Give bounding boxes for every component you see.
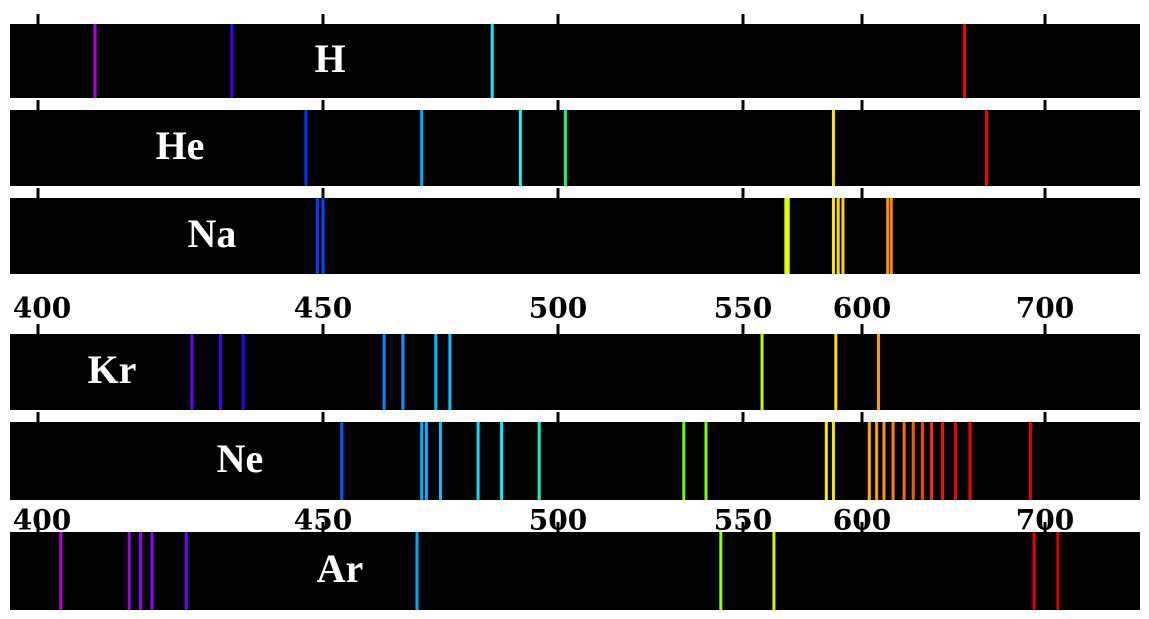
emission-line <box>448 334 451 410</box>
emission-line <box>519 110 522 186</box>
emission-line <box>94 24 97 98</box>
emission-line <box>219 334 222 410</box>
emission-line <box>941 422 944 500</box>
spectra-chart: 400450500550600700400450500550600700HHeN… <box>0 0 1149 619</box>
emission-line <box>877 334 880 410</box>
emission-line <box>761 334 764 410</box>
spectrum-strip <box>10 532 1140 610</box>
emission-line <box>841 198 844 274</box>
emission-line <box>383 334 386 410</box>
emission-line <box>875 422 878 500</box>
emission-line <box>538 422 541 500</box>
emission-line <box>921 422 924 500</box>
emission-line <box>139 532 142 610</box>
element-label: Kr <box>88 347 137 392</box>
emission-line <box>837 198 840 274</box>
element-label: Ne <box>217 436 264 481</box>
emission-line <box>185 532 188 610</box>
emission-line <box>128 532 131 610</box>
emission-line <box>59 532 62 610</box>
emission-line <box>886 198 889 274</box>
emission-line <box>304 110 307 186</box>
emission-line <box>500 422 503 500</box>
emission-line <box>434 334 437 410</box>
spectrum-strip <box>10 198 1140 274</box>
emission-line <box>787 198 790 274</box>
element-label: Na <box>188 211 237 256</box>
emission-line <box>439 422 442 500</box>
element-label: Ar <box>317 546 364 591</box>
x-tick-label: 450 <box>294 292 352 325</box>
emission-line <box>425 422 428 500</box>
emission-line <box>420 110 423 186</box>
emission-line <box>705 422 708 500</box>
emission-line <box>151 532 154 610</box>
emission-line <box>912 422 915 500</box>
emission-line <box>834 334 837 410</box>
element-label: He <box>156 123 205 168</box>
emission-line <box>564 110 567 186</box>
emission-line <box>892 422 895 500</box>
emission-line <box>491 24 494 98</box>
emission-line <box>882 422 885 500</box>
emission-line <box>477 422 480 500</box>
emission-line <box>825 422 828 500</box>
spectrum-strip <box>10 334 1140 410</box>
emission-line <box>968 422 971 500</box>
x-tick-label: 400 <box>13 504 71 537</box>
emission-line <box>682 422 685 500</box>
emission-line <box>985 110 988 186</box>
emission-line <box>1033 532 1036 610</box>
emission-line <box>401 334 404 410</box>
x-tick-label: 700 <box>1016 292 1074 325</box>
emission-line <box>719 532 722 610</box>
emission-line <box>832 198 835 274</box>
emission-line <box>868 422 871 500</box>
emission-line <box>340 422 343 500</box>
spectrum-strip <box>10 24 1140 98</box>
emission-line <box>832 422 835 500</box>
emission-line <box>322 198 325 274</box>
emission-line <box>903 422 906 500</box>
x-tick-label: 600 <box>833 292 891 325</box>
emission-line <box>1029 422 1032 500</box>
emission-line <box>963 24 966 98</box>
emission-line <box>954 422 957 500</box>
x-tick-label: 550 <box>714 292 772 325</box>
element-label: H <box>314 36 345 81</box>
emission-line <box>242 334 245 410</box>
emission-line <box>772 532 775 610</box>
emission-line <box>230 24 233 98</box>
emission-line <box>1056 532 1059 610</box>
x-tick-label: 500 <box>529 292 587 325</box>
emission-line <box>190 334 193 410</box>
emission-line <box>930 422 933 500</box>
emission-line <box>832 110 835 186</box>
emission-line <box>890 198 893 274</box>
x-tick-label: 400 <box>13 292 71 325</box>
emission-line <box>420 422 423 500</box>
emission-line <box>316 198 319 274</box>
emission-line <box>416 532 419 610</box>
